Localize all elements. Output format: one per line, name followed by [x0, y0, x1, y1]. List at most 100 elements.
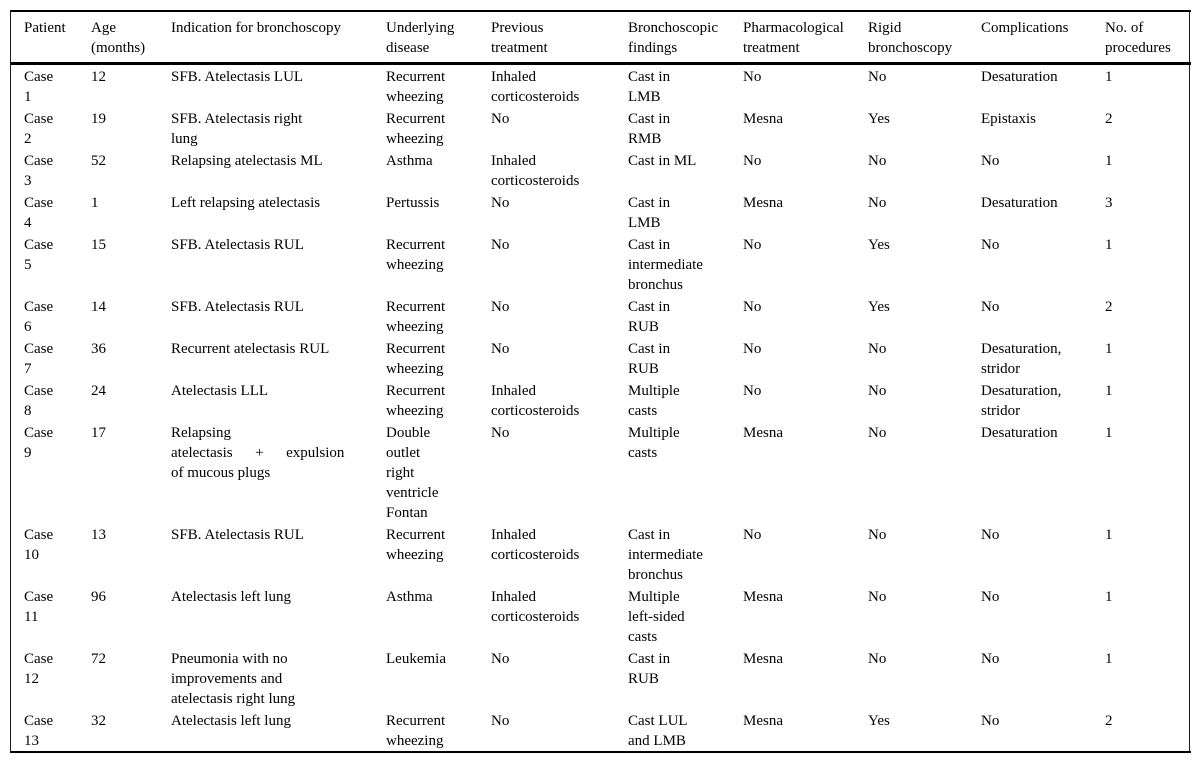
- cell-rigid-bronchoscopy: No: [868, 425, 887, 441]
- cell-age-months: 14: [91, 299, 106, 315]
- cell-patient: Case 11: [24, 589, 54, 625]
- cell-patient: Case 1: [24, 69, 54, 105]
- cell-num-procedures: 2: [1105, 111, 1113, 127]
- cell-bronchoscopic-findings: Cast in RUB: [628, 299, 671, 335]
- cell-pharmacological-treatment: No: [743, 153, 762, 169]
- table-row: Case 13 32 Atelectasis left lung Recurrent …: [11, 709, 1191, 752]
- bronchoscopy-cases-table: Patient Age (months) Indication for bronch…: [11, 10, 1191, 753]
- cell-age-months: 12: [91, 69, 106, 85]
- cell-complications: No: [981, 153, 1000, 169]
- cell-patient: Case 4: [24, 195, 54, 231]
- cell-underlying-disease: Recurrent wheezing: [386, 383, 446, 419]
- cell-underlying-disease: Double outlet right ventricle Fontan: [386, 425, 439, 521]
- cell-bronchoscopic-findings: Cast in LMB: [628, 69, 671, 105]
- cell-rigid-bronchoscopy: No: [868, 651, 887, 667]
- cell-complications: No: [981, 527, 1000, 543]
- cell-underlying-disease: Leukemia: [386, 651, 446, 667]
- table-row: Case 7 36 Recurrent atelectasis RUL Recurre…: [11, 337, 1191, 379]
- column-header-bronchoscopic-findings: Bronchoscopic findings: [615, 11, 730, 65]
- table-row: Case 1 12 SFB. Atelectasis LUL Recurrent wh…: [11, 64, 1191, 108]
- cell-previous-treatment: No: [491, 713, 510, 729]
- table-row: Case 10 13 SFB. Atelectasis RUL Recurrent w…: [11, 523, 1191, 585]
- cell-indication: SFB. Atelectasis RUL: [171, 237, 304, 253]
- cell-underlying-disease: Asthma: [386, 153, 433, 169]
- table-row: Case 4 1 Left relapsing atelectasis Pertuss…: [11, 191, 1191, 233]
- cell-patient: Case 2: [24, 111, 54, 147]
- cell-patient: Case 9: [24, 425, 54, 461]
- cell-bronchoscopic-findings: Cast in RUB: [628, 651, 671, 687]
- cell-rigid-bronchoscopy: No: [868, 195, 887, 211]
- cell-underlying-disease: Recurrent wheezing: [386, 299, 446, 335]
- cell-bronchoscopic-findings: Cast in RUB: [628, 341, 671, 377]
- cell-pharmacological-treatment: No: [743, 237, 762, 253]
- cell-age-months: 36: [91, 341, 106, 357]
- cell-bronchoscopic-findings: Cast in RMB: [628, 111, 671, 147]
- cell-previous-treatment: No: [491, 341, 510, 357]
- cell-previous-treatment: Inhaled corticosteroids: [491, 383, 580, 419]
- header-row: Patient Age (months) Indication for bronch…: [11, 11, 1191, 65]
- column-header-underlying-disease: Underlying disease: [373, 11, 478, 65]
- table-row: Case 5 15 SFB. Atelectasis RUL Recurrent wh…: [11, 233, 1191, 295]
- cell-pharmacological-treatment: Mesna: [743, 195, 783, 211]
- cell-patient: Case 7: [24, 341, 54, 377]
- cell-underlying-disease: Pertussis: [386, 195, 440, 211]
- cell-rigid-bronchoscopy: No: [868, 383, 887, 399]
- column-header-complications: Complications: [968, 11, 1092, 65]
- cell-pharmacological-treatment: Mesna: [743, 651, 783, 667]
- cell-previous-treatment: Inhaled corticosteroids: [491, 153, 580, 189]
- table-body: Case 1 12 SFB. Atelectasis LUL Recurrent wh…: [11, 64, 1191, 753]
- cell-pharmacological-treatment: Mesna: [743, 425, 783, 441]
- cell-indication: Recurrent atelectasis RUL: [171, 341, 330, 357]
- cell-bronchoscopic-findings: Cast in intermediate bronchus: [628, 237, 703, 293]
- cell-rigid-bronchoscopy: Yes: [868, 713, 890, 729]
- cell-bronchoscopic-findings: Cast in intermediate bronchus: [628, 527, 703, 583]
- column-header-age-months: Age (months): [78, 11, 158, 65]
- cell-pharmacological-treatment: Mesna: [743, 713, 783, 729]
- cell-pharmacological-treatment: Mesna: [743, 589, 783, 605]
- cell-num-procedures: 2: [1105, 713, 1113, 729]
- cell-age-months: 24: [91, 383, 106, 399]
- cell-age-months: 32: [91, 713, 106, 729]
- cell-complications: No: [981, 713, 1000, 729]
- cell-underlying-disease: Recurrent wheezing: [386, 713, 446, 749]
- column-header-rigid-bronchoscopy: Rigid bronchoscopy: [855, 11, 968, 65]
- table-row: Case 6 14 SFB. Atelectasis RUL Recurrent wh…: [11, 295, 1191, 337]
- cell-patient: Case 3: [24, 153, 54, 189]
- cell-indication: Atelectasis left lung: [171, 713, 291, 729]
- cell-pharmacological-treatment: No: [743, 341, 762, 357]
- column-header-indication: Indication for bronchoscopy: [158, 11, 373, 65]
- cell-patient: Case 8: [24, 383, 54, 419]
- cell-indication: Atelectasis LLL: [171, 383, 269, 399]
- paper-table-figure: Patient Age (months) Indication for bronch…: [10, 10, 1191, 753]
- cell-pharmacological-treatment: No: [743, 527, 762, 543]
- cell-patient: Case 13: [24, 713, 54, 749]
- cell-pharmacological-treatment: No: [743, 383, 762, 399]
- cell-rigid-bronchoscopy: No: [868, 153, 887, 169]
- cell-num-procedures: 1: [1105, 651, 1113, 667]
- cell-complications: No: [981, 299, 1000, 315]
- cell-bronchoscopic-findings: Cast LUL and LMB: [628, 713, 688, 749]
- cell-complications: Desaturation: [981, 69, 1058, 85]
- cell-num-procedures: 1: [1105, 69, 1113, 85]
- column-header-num-procedures: No. of procedures: [1092, 11, 1191, 65]
- cell-indication: Left relapsing atelectasis: [171, 195, 321, 211]
- cell-underlying-disease: Recurrent wheezing: [386, 69, 446, 105]
- cell-patient: Case 5: [24, 237, 54, 273]
- cell-complications: Desaturation: [981, 425, 1058, 441]
- cell-num-procedures: 1: [1105, 341, 1113, 357]
- cell-num-procedures: 1: [1105, 589, 1113, 605]
- table-row: Case 3 52 Relapsing atelectasis ML Asthma In…: [11, 149, 1191, 191]
- cell-num-procedures: 1: [1105, 153, 1113, 169]
- cell-age-months: 15: [91, 237, 106, 253]
- cell-bronchoscopic-findings: Cast in ML: [628, 153, 697, 169]
- cell-rigid-bronchoscopy: No: [868, 589, 887, 605]
- cell-indication: SFB. Atelectasis LUL: [171, 69, 304, 85]
- cell-underlying-disease: Recurrent wheezing: [386, 341, 446, 377]
- table-header: Patient Age (months) Indication for bronch…: [11, 11, 1191, 65]
- table-row: Case 2 19 SFB. Atelectasis right lung Recur…: [11, 107, 1191, 149]
- cell-age-months: 1: [91, 195, 99, 211]
- cell-patient: Case 6: [24, 299, 54, 335]
- cell-age-months: 52: [91, 153, 106, 169]
- cell-rigid-bronchoscopy: Yes: [868, 111, 890, 127]
- cell-rigid-bronchoscopy: No: [868, 69, 887, 85]
